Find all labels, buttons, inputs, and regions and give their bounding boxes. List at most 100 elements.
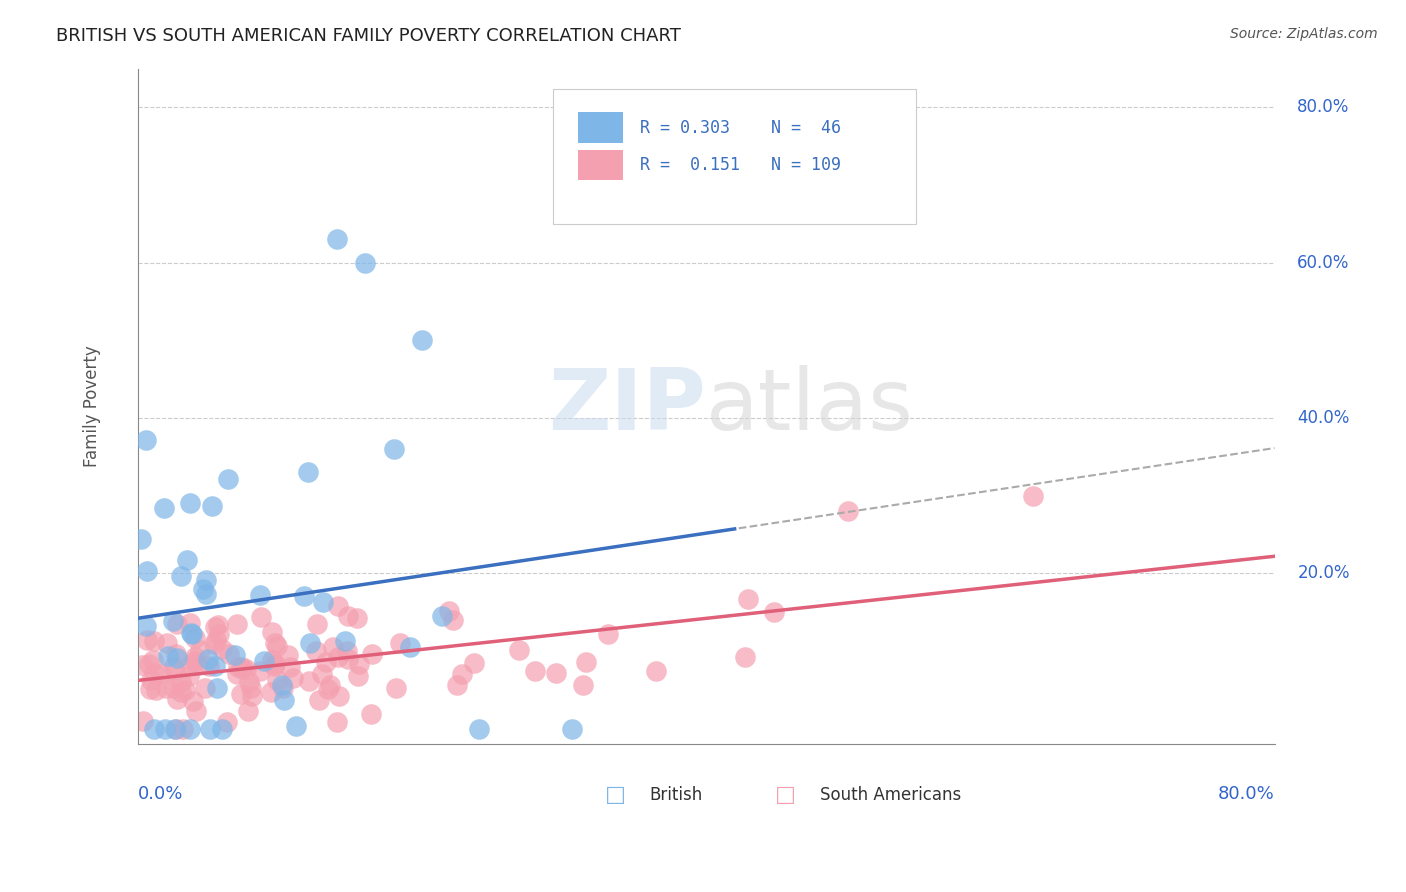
Point [179,616,201,631]
Point [235,662,257,676]
Point [180,657,202,672]
Point [217,473,239,487]
FancyBboxPatch shape [578,150,623,180]
Point [382,442,405,456]
Point [186,704,208,718]
Text: N = 109: N = 109 [770,156,841,174]
Text: ZIP: ZIP [548,365,706,448]
Point [166,617,188,632]
Point [156,648,179,663]
Point [162,614,184,628]
Point [239,681,262,695]
Point [278,660,301,674]
Point [266,673,288,688]
Point [225,666,247,681]
Point [322,640,344,655]
Point [194,681,217,695]
Point [179,722,201,736]
Point [155,681,177,696]
Point [328,599,350,613]
Point [165,647,187,661]
Point [174,683,197,698]
Point [143,665,166,680]
Point [250,609,273,624]
FancyBboxPatch shape [578,112,623,143]
Point [315,655,337,669]
Text: 60.0%: 60.0% [1298,253,1350,272]
Point [312,595,335,609]
Point [298,674,321,689]
Point [508,642,530,657]
Text: 80.0%: 80.0% [1218,785,1274,803]
Point [176,553,198,567]
Point [135,619,157,633]
Text: 80.0%: 80.0% [1298,98,1350,116]
Point [153,722,176,736]
Point [361,647,384,661]
Point [271,678,294,692]
Point [149,667,172,681]
Point [180,626,202,640]
Point [734,650,756,665]
Point [188,643,211,657]
Point [186,657,208,672]
Point [142,633,165,648]
Point [163,722,186,736]
Point [260,685,283,699]
Point [202,637,225,651]
Point [204,633,226,648]
Text: BRITISH VS SOUTH AMERICAN FAMILY POVERTY CORRELATION CHART: BRITISH VS SOUTH AMERICAN FAMILY POVERTY… [56,27,681,45]
Point [131,657,153,672]
Point [399,640,422,655]
Text: □: □ [605,785,626,805]
Point [135,434,157,448]
Point [546,665,568,680]
Point [346,611,368,625]
Point [166,650,188,665]
Point [135,633,157,648]
Point [162,660,184,674]
Point [1022,489,1045,503]
Point [163,681,186,695]
Point [263,659,285,673]
Point [645,664,668,678]
Point [385,681,408,696]
Point [284,719,307,733]
Point [181,626,204,640]
Point [238,675,260,690]
Point [218,647,240,661]
Text: Family Poverty: Family Poverty [83,345,101,467]
Text: R =  0.151: R = 0.151 [640,156,741,174]
Point [197,659,219,673]
Point [172,722,194,736]
Point [249,665,271,679]
Text: British: British [650,786,703,804]
Point [298,636,321,650]
Point [354,255,377,269]
Point [166,692,188,706]
Point [198,722,221,736]
Point [271,681,294,696]
Point [236,704,259,718]
Point [292,589,315,603]
Point [451,667,474,681]
Point [226,660,249,674]
Point [264,657,287,671]
Point [156,636,179,650]
Point [336,644,359,658]
Point [333,633,356,648]
Point [281,672,304,686]
Point [411,334,433,348]
Point [143,722,166,736]
Point [183,693,205,707]
Point [260,625,283,640]
Point [336,652,359,666]
Point [208,627,231,641]
Point [311,667,333,681]
Point [170,685,193,699]
Point [430,608,453,623]
Point [231,663,253,677]
Text: 0.0%: 0.0% [138,785,183,803]
Point [336,609,359,624]
Point [153,500,176,515]
